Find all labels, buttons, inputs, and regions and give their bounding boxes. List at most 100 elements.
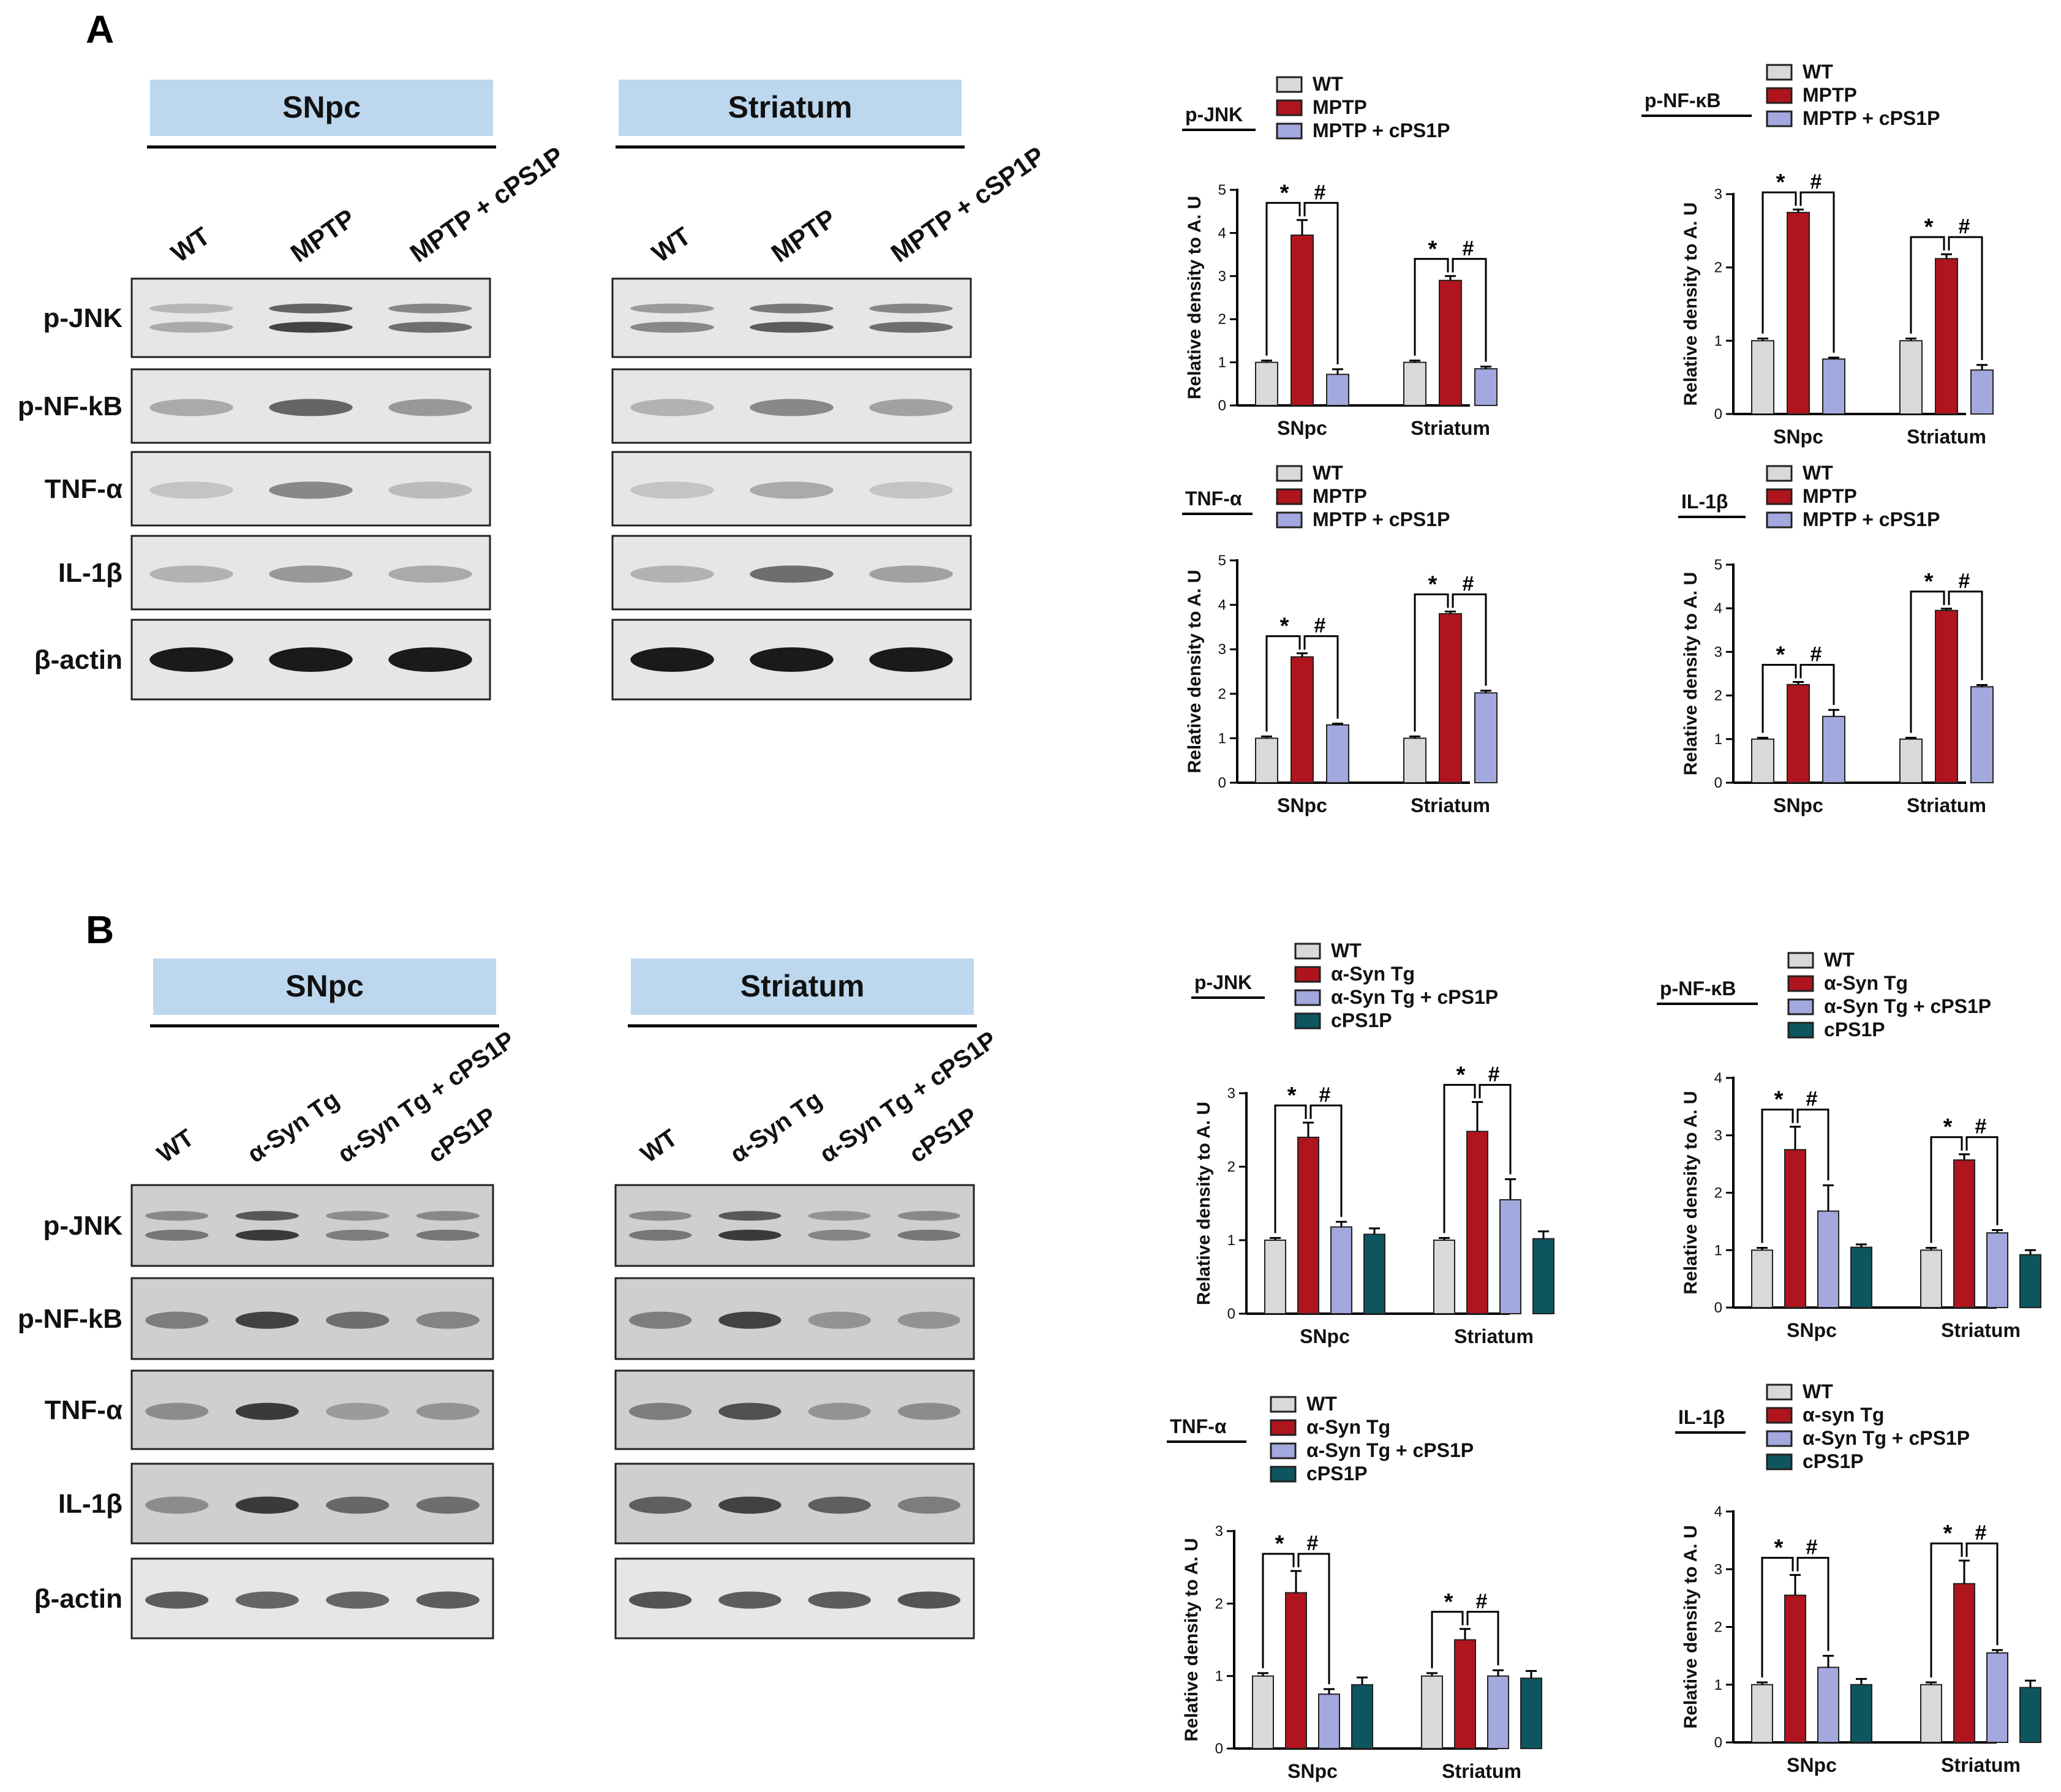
- significance-bracket: [1930, 1542, 1963, 1677]
- legend-label: α-Syn Tg + cPS1P: [1331, 986, 1498, 1008]
- blot-band: [416, 1591, 480, 1609]
- blot-band: [269, 565, 353, 583]
- lane-label: WT: [636, 1124, 682, 1169]
- panel-letter: B: [86, 908, 114, 952]
- blot-band: [718, 1591, 782, 1609]
- y-tick-label: 2: [1714, 260, 1722, 276]
- blot-band: [628, 1229, 692, 1241]
- legend-label: WT: [1803, 61, 1833, 83]
- legend-label: MPTP: [1803, 84, 1857, 106]
- blot-band: [149, 647, 233, 672]
- bar: [1850, 1684, 1872, 1743]
- blot-header-title: SNpc: [282, 90, 361, 124]
- bar: [1935, 609, 1958, 783]
- bar: [1466, 1131, 1488, 1315]
- blot-band: [628, 1591, 692, 1609]
- bar: [1290, 656, 1314, 783]
- significance-star: *: [1943, 1521, 1953, 1546]
- significance-hash: #: [1307, 1532, 1319, 1555]
- blot-band: [750, 565, 834, 583]
- bar: [1986, 1652, 2008, 1744]
- bar: [1751, 340, 1774, 415]
- bar: [1433, 1240, 1455, 1314]
- bar: [1817, 1666, 1839, 1744]
- y-tick-label: 1: [1215, 1668, 1223, 1685]
- blot-band: [326, 1402, 390, 1420]
- significance-bracket: [1799, 191, 1835, 353]
- legend-label: α-Syn Tg: [1306, 1416, 1390, 1438]
- significance-bracket: [1479, 1083, 1512, 1175]
- lane-label: α-Syn Tg: [243, 1086, 344, 1168]
- blot-band: [897, 1211, 961, 1221]
- legend-label: WT: [1306, 1393, 1337, 1415]
- bar-chart-b-3: 0 1 2 3 Relative density to A. U * # SNpc * # Stri…: [1167, 1393, 1542, 1782]
- bar-chart-b-4: 0 1 2 3 4 Relative density to A. U * # SNpc * # Str…: [1675, 1380, 2041, 1776]
- significance-bracket: [1452, 258, 1487, 362]
- legend-swatch: [1766, 1430, 1793, 1447]
- bar-chart-a-4: 0 1 2 3 4 5 Relative density to A. U * # SNpc * # St…: [1678, 462, 1994, 816]
- panel-letter: A: [86, 7, 114, 51]
- blot-strip: [130, 277, 491, 358]
- y-axis-label: Relative density to A. U: [1681, 202, 1701, 405]
- blot-band: [269, 647, 353, 672]
- significance-star: *: [1275, 1531, 1284, 1557]
- x-category-label: SNpc: [1277, 794, 1327, 816]
- protein-label: p-NF-kB: [18, 1304, 122, 1334]
- legend-swatch: [1276, 122, 1303, 140]
- blot-header-title: SNpc: [285, 969, 364, 1003]
- y-tick-label: 1: [1714, 333, 1722, 349]
- y-tick-label: 3: [1218, 268, 1226, 285]
- blot-band: [630, 303, 714, 314]
- significance-hash: #: [1314, 181, 1326, 204]
- significance-hash: #: [1810, 170, 1822, 194]
- legend-label: MPTP + cPS1P: [1803, 508, 1940, 530]
- x-category-label: Striatum: [1941, 1319, 2021, 1341]
- significance-bracket: [1910, 236, 1945, 334]
- y-tick-label: 0: [1218, 397, 1226, 414]
- significance-bracket: [1910, 590, 1945, 733]
- chart-title: p-NF-κB: [1645, 89, 1720, 111]
- significance-bracket: [1262, 1553, 1295, 1668]
- blot-header-title: Striatum: [728, 90, 853, 124]
- legend-label: MPTP + cPS1P: [1803, 107, 1940, 129]
- legend-swatch: [1270, 1419, 1297, 1436]
- western-blot-striatum: Striatum WT MPTP MPTP + cSP1P: [611, 80, 1050, 701]
- bar: [1474, 692, 1498, 784]
- significance-hash: #: [1959, 215, 1970, 238]
- bar: [1421, 1675, 1443, 1750]
- blot-strip: [611, 277, 972, 358]
- significance-bracket: [1761, 1109, 1794, 1243]
- blot-strip: [130, 535, 491, 611]
- legend-swatch: [1787, 998, 1814, 1015]
- bar: [1255, 737, 1278, 784]
- chart-title: IL-1β: [1681, 491, 1728, 513]
- protein-label: IL-1β: [58, 1489, 122, 1519]
- significance-hash: #: [1463, 237, 1474, 260]
- significance-star: *: [1943, 1115, 1953, 1140]
- blot-band: [630, 322, 714, 333]
- lane-label: WT: [153, 1124, 199, 1169]
- significance-bracket: [1303, 635, 1339, 719]
- legend-label: cPS1P: [1803, 1450, 1864, 1472]
- legend-swatch: [1276, 488, 1303, 505]
- blot-band: [628, 1311, 692, 1329]
- significance-star: *: [1776, 170, 1785, 195]
- bar: [1935, 258, 1958, 415]
- y-axis-label: Relative density to A. U: [1194, 1102, 1214, 1305]
- blot-band: [869, 481, 953, 499]
- bar: [2019, 1254, 2041, 1308]
- y-axis-label: Relative density to A. U: [1681, 1525, 1701, 1728]
- blot-band: [235, 1496, 299, 1514]
- y-tick-label: 3: [1714, 1561, 1722, 1578]
- lane-label: α-Syn Tg: [725, 1086, 827, 1168]
- x-category-label: SNpc: [1773, 426, 1823, 448]
- blot-band: [388, 481, 472, 499]
- significance-hash: #: [1806, 1088, 1818, 1111]
- y-tick-label: 2: [1218, 311, 1226, 328]
- legend-swatch: [1270, 1466, 1297, 1483]
- blot-band: [388, 647, 472, 672]
- bar: [1363, 1233, 1385, 1315]
- y-axis-label: Relative density to A. U: [1181, 1538, 1202, 1741]
- significance-star: *: [1924, 214, 1934, 240]
- legend-label: MPTP: [1313, 96, 1367, 118]
